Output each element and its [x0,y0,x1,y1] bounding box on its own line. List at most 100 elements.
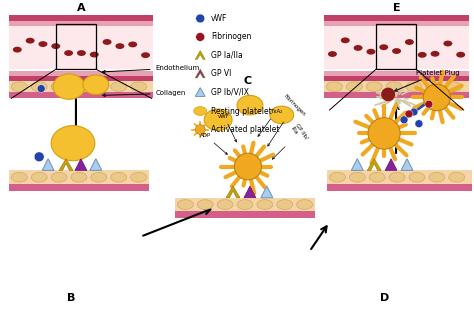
Circle shape [425,100,433,108]
Circle shape [195,125,205,134]
FancyBboxPatch shape [325,93,469,98]
FancyBboxPatch shape [325,81,469,93]
Ellipse shape [426,82,442,92]
Text: E: E [393,3,401,13]
Ellipse shape [51,173,67,182]
Ellipse shape [31,173,47,182]
FancyBboxPatch shape [9,71,154,76]
Text: Fibrinogen: Fibrinogen [268,93,307,146]
Ellipse shape [131,173,146,182]
FancyBboxPatch shape [9,170,148,184]
Circle shape [196,14,205,23]
Ellipse shape [102,39,111,45]
Text: Activated platelet: Activated platelet [211,125,280,134]
Circle shape [196,33,205,41]
Ellipse shape [141,52,150,58]
Ellipse shape [237,95,263,115]
Text: GP VI: GP VI [211,70,231,78]
Polygon shape [244,186,256,198]
Ellipse shape [270,106,294,124]
Ellipse shape [131,82,146,92]
Ellipse shape [366,82,382,92]
Ellipse shape [11,173,27,182]
Ellipse shape [443,40,452,46]
Ellipse shape [11,82,27,92]
FancyBboxPatch shape [9,26,154,69]
FancyBboxPatch shape [9,76,154,81]
Text: Collagen: Collagen [102,90,186,97]
Ellipse shape [71,82,87,92]
Ellipse shape [64,50,73,56]
FancyBboxPatch shape [175,211,315,218]
Text: B: B [67,293,75,303]
FancyBboxPatch shape [325,76,469,81]
Ellipse shape [51,126,95,161]
Text: C: C [244,76,252,86]
Ellipse shape [257,200,273,210]
FancyBboxPatch shape [325,26,469,69]
Ellipse shape [446,82,462,92]
FancyBboxPatch shape [9,15,154,21]
Circle shape [415,120,423,128]
Ellipse shape [418,52,427,58]
Polygon shape [367,159,381,170]
Text: A: A [77,3,86,13]
Ellipse shape [349,173,365,182]
FancyBboxPatch shape [325,71,469,76]
Ellipse shape [341,37,350,43]
Ellipse shape [26,38,35,44]
FancyBboxPatch shape [325,21,469,26]
Ellipse shape [354,45,363,51]
Circle shape [423,84,450,111]
Ellipse shape [51,82,67,92]
Text: TxA₂: TxA₂ [258,109,282,137]
Ellipse shape [91,173,107,182]
Ellipse shape [90,52,99,58]
Text: Fibrinogen: Fibrinogen [211,33,252,41]
Text: Resting platelet: Resting platelet [211,106,272,116]
Ellipse shape [327,82,342,92]
Polygon shape [226,186,240,198]
Polygon shape [261,186,273,198]
FancyBboxPatch shape [9,81,154,93]
Polygon shape [42,159,54,170]
FancyBboxPatch shape [328,184,472,191]
Ellipse shape [53,74,85,99]
Ellipse shape [204,109,232,131]
Ellipse shape [111,82,127,92]
Ellipse shape [406,82,422,92]
Text: GP IIb/
IIIa: GP IIb/ IIIa [273,122,309,159]
FancyBboxPatch shape [175,198,315,211]
Ellipse shape [277,200,292,210]
Text: GP Ia/IIa: GP Ia/IIa [211,51,243,60]
Circle shape [368,118,400,149]
Ellipse shape [386,82,402,92]
Ellipse shape [297,200,312,210]
Ellipse shape [369,173,385,182]
FancyBboxPatch shape [9,21,154,26]
Ellipse shape [389,173,405,182]
Ellipse shape [91,82,107,92]
Ellipse shape [177,200,193,210]
Ellipse shape [77,50,86,56]
Ellipse shape [111,173,127,182]
Polygon shape [195,51,205,59]
Polygon shape [75,159,87,170]
Circle shape [400,116,408,124]
Circle shape [410,108,418,116]
FancyBboxPatch shape [9,184,148,191]
Ellipse shape [128,41,137,47]
Ellipse shape [328,51,337,57]
Polygon shape [195,69,205,78]
Ellipse shape [429,173,445,182]
FancyBboxPatch shape [325,15,469,21]
Ellipse shape [430,51,439,57]
FancyBboxPatch shape [328,170,472,184]
Ellipse shape [392,48,401,54]
Circle shape [381,88,395,101]
Polygon shape [385,159,397,170]
Ellipse shape [83,75,109,94]
Ellipse shape [197,200,213,210]
Ellipse shape [38,41,47,47]
Ellipse shape [51,43,60,49]
